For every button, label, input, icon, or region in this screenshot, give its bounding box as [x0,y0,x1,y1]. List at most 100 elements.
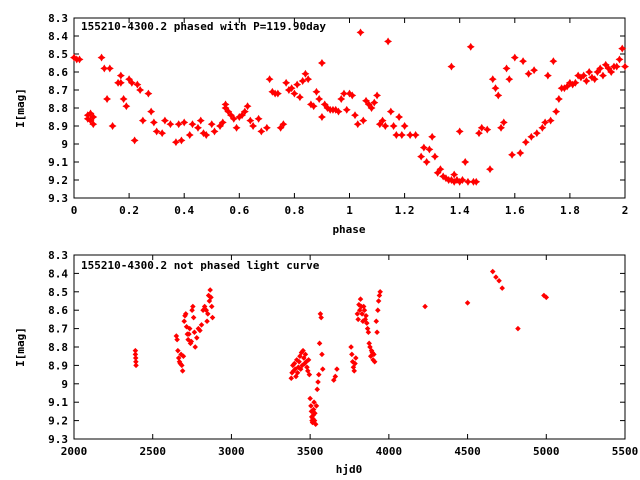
data-point [488,75,497,84]
data-point [366,340,372,347]
data-point [411,131,420,139]
data-point [229,114,238,123]
x-tick-label: 3000 [218,445,245,458]
data-point [122,102,131,111]
data-point [133,362,139,369]
data-point [357,296,364,302]
data-point [207,287,213,293]
data-point [543,294,550,301]
data-point [314,386,320,393]
data-point [425,145,434,154]
data-point [202,131,211,139]
x-tick-label: 5000 [533,445,560,458]
data-point [265,75,274,84]
x-tick-label: 0.8 [284,204,304,217]
data-point [144,89,153,98]
y-tick-label: 8.6 [48,66,68,79]
data-point [188,120,197,129]
data-point [246,116,255,125]
x-tick-label: 4000 [376,445,403,458]
data-point [75,55,84,64]
data-point [89,120,98,129]
data-point [486,165,494,174]
data-point [183,323,190,330]
data-point [612,62,621,71]
data-point [108,122,117,130]
tick-group: 2000 2500 3000 3500 4000 4500 5000 5500 8.3 8.4 8.… [48,249,638,458]
data-point [466,42,475,51]
data-point [209,314,216,321]
data-point [304,364,310,371]
data-point [290,89,299,98]
data-point [373,318,380,325]
x-tick-label: 5500 [612,445,639,458]
data-point [458,176,467,184]
data-point [293,80,302,89]
data-point [291,360,298,367]
data-point [527,132,536,141]
data-point [249,122,258,130]
data-point [365,329,372,336]
data-point [276,123,285,132]
data-point [186,325,193,332]
y-tick-label: 8.4 [48,30,68,43]
x-axis-label: phase [332,223,365,236]
data-point [185,336,191,343]
data-point [356,307,363,313]
y-tick-label: 9 [61,378,68,391]
data-point [364,100,373,109]
data-point [356,28,365,37]
data-point [499,118,508,127]
data-point [351,111,359,120]
data-point [224,107,233,116]
data-point [185,131,194,139]
data-point [334,107,343,116]
data-point [361,307,368,313]
data-point [312,410,318,417]
y-tick-label: 8.3 [48,12,68,25]
data-point [186,331,192,337]
data-point [240,107,249,116]
y-tick-label: 8.7 [48,323,68,336]
data-point [288,375,295,382]
data-point [197,327,203,334]
data-point [552,107,561,116]
data-point [475,129,483,138]
data-point [309,102,318,111]
data-point [138,116,147,125]
data-point [205,311,211,317]
x-tick-label: 1.2 [395,204,415,217]
data-point [147,107,156,116]
data-point [305,357,312,363]
data-point [392,131,401,139]
data-point [105,64,114,73]
data-point [433,168,442,177]
data-point [318,314,324,321]
y-tick-label: 9.1 [48,396,68,409]
data-point [317,311,324,317]
data-point [607,68,616,76]
data-point [349,351,355,358]
data-point [158,129,167,138]
data-point [208,303,215,310]
data-point [301,69,310,78]
data-point [318,113,326,121]
y-tick-label: 8.3 [48,249,68,262]
data-point [521,138,530,147]
data-point [133,80,142,89]
data-point [206,298,213,304]
y-tick-label: 8.4 [48,267,68,280]
data-point [599,71,607,80]
data-point [422,158,431,166]
data-point [119,95,128,103]
data-point [262,123,271,132]
data-point [519,57,528,66]
data-point [472,177,481,186]
data-point [254,114,263,123]
data-point [400,122,409,130]
data-point [89,113,98,121]
panel-phased: 155210-4300.2 phased with P=119.90day ph… [14,12,629,236]
data-point [571,78,580,87]
y-tick-label: 8.9 [48,120,68,133]
